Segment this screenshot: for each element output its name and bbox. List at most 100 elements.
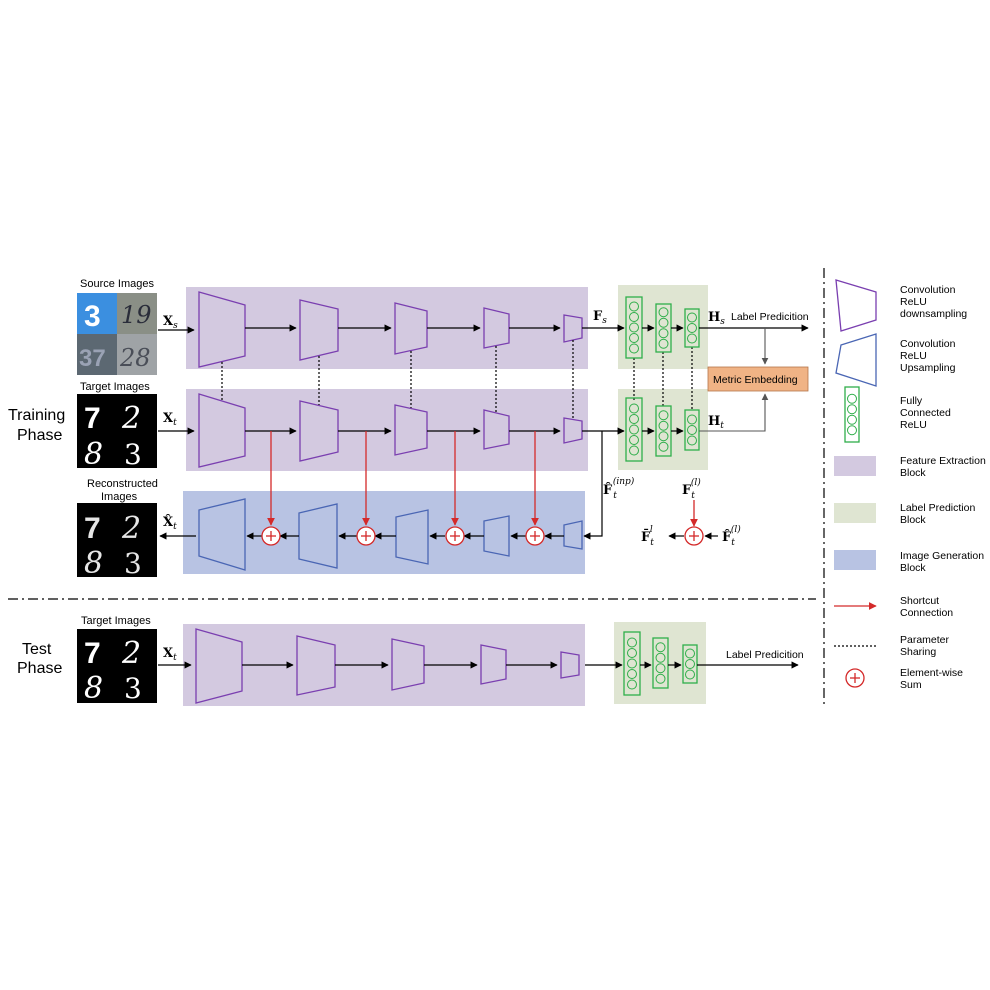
ft-hat-l-symbol: F̂t(l) bbox=[722, 524, 741, 548]
conv-down-block bbox=[299, 400, 339, 462]
neuron-circle bbox=[687, 435, 697, 446]
neuron-circle bbox=[658, 338, 669, 349]
source-images: 3 19 37 28 bbox=[77, 293, 157, 375]
reconstructed-images-label: Reconstructed bbox=[87, 478, 158, 490]
target-digit: 2 bbox=[121, 401, 141, 436]
legend-shortcut-text: Connection bbox=[900, 607, 953, 619]
neuron-circle bbox=[629, 424, 639, 435]
fs-symbol: Fs bbox=[593, 309, 607, 326]
neuron-circle bbox=[627, 637, 637, 648]
fc-neurons bbox=[627, 301, 857, 690]
legend-sharing-text: Sharing bbox=[900, 646, 936, 658]
sum-node bbox=[445, 526, 465, 546]
neuron-circle bbox=[655, 652, 666, 663]
conv-down-block bbox=[560, 651, 580, 679]
conv-up-block bbox=[395, 509, 429, 565]
ft-bar-symbol: F̄tl bbox=[641, 525, 654, 548]
legend-feature-text: Block bbox=[900, 467, 926, 479]
neuron-circle bbox=[847, 404, 857, 415]
legend-conv-up-text: ReLU bbox=[900, 350, 927, 362]
legend-conv-down-text: downsampling bbox=[900, 308, 967, 320]
test-xt-symbol: Xt bbox=[163, 646, 177, 663]
legend-conv-up-icon bbox=[835, 333, 877, 387]
shortcut-connections bbox=[267, 431, 539, 526]
feature-block-target bbox=[186, 389, 588, 471]
legend-gen-swatch bbox=[834, 550, 876, 570]
label-prediction-text: Label Predicition bbox=[731, 311, 809, 323]
neuron-circle bbox=[658, 410, 669, 421]
neuron-circle bbox=[627, 669, 637, 679]
conv-down-block bbox=[483, 307, 510, 349]
training-phase-label-2: Phase bbox=[17, 427, 62, 444]
legend-sum-text: Sum bbox=[900, 679, 922, 691]
sum-node bbox=[356, 526, 376, 546]
metric-embedding-box bbox=[707, 366, 809, 392]
element-wise-sums bbox=[261, 526, 545, 546]
neuron-circle bbox=[629, 435, 639, 445]
legend-sum-icon bbox=[845, 668, 865, 688]
legend-label-swatch bbox=[834, 503, 876, 523]
conv-down-block bbox=[296, 635, 336, 696]
source-digit: 37 bbox=[79, 345, 106, 372]
neuron-circle bbox=[687, 414, 697, 425]
recon-digit: 3 bbox=[124, 547, 142, 580]
legend-fc-text: ReLU bbox=[900, 419, 927, 431]
neuron-circle bbox=[658, 317, 669, 328]
legend-sum-text: Element-wise bbox=[900, 667, 963, 679]
legend-conv-up-text: Convolution bbox=[900, 338, 956, 350]
legend-conv-down-text: Convolution bbox=[900, 284, 956, 296]
fc-layer bbox=[625, 397, 643, 462]
neuron-circle bbox=[629, 301, 639, 312]
neuron-circle bbox=[627, 658, 637, 669]
legend-label-text: Block bbox=[900, 514, 926, 526]
sum-illustration bbox=[684, 526, 704, 546]
test-digit: 3 bbox=[124, 672, 142, 705]
conv-down-block bbox=[563, 417, 583, 444]
neuron-circle bbox=[687, 323, 697, 333]
conv-up-block bbox=[298, 503, 338, 569]
fc-layer bbox=[682, 644, 698, 684]
neuron-circle bbox=[658, 431, 669, 442]
metric-embedding-label: Metric Embedding bbox=[713, 374, 798, 386]
conv-down-block bbox=[198, 291, 246, 368]
ht-symbol: Ht bbox=[708, 414, 724, 431]
legend-fc-icon bbox=[844, 386, 860, 443]
test-phase-label-2: Phase bbox=[17, 660, 62, 677]
target-digit: 3 bbox=[124, 438, 142, 471]
ft-inp-symbol: F̂t(inp) bbox=[603, 476, 635, 501]
neuron-circle bbox=[629, 414, 639, 424]
neuron-circle bbox=[629, 312, 639, 322]
target-digit: 8 bbox=[84, 437, 103, 472]
source-digit: 19 bbox=[121, 301, 152, 329]
legend: Convolution ReLU downsampling Convolutio… bbox=[834, 279, 986, 691]
target-images-label: Target Images bbox=[80, 381, 150, 393]
neuron-circle bbox=[685, 669, 695, 680]
neuron-circle bbox=[655, 663, 666, 674]
parameter-sharing-lines bbox=[221, 340, 693, 419]
neuron-circle bbox=[847, 425, 857, 436]
sum-node bbox=[261, 526, 281, 546]
neuron-circle bbox=[629, 445, 639, 456]
neuron-circle bbox=[685, 659, 695, 669]
test-phase-label: Test bbox=[22, 641, 52, 658]
legend-fc-text: Fully bbox=[900, 395, 923, 407]
conv-down-block bbox=[391, 638, 425, 691]
test-target-images-label: Target Images bbox=[81, 615, 151, 627]
conv-down-block bbox=[195, 628, 243, 704]
legend-gen-text: Block bbox=[900, 562, 926, 574]
neuron-circle bbox=[658, 328, 669, 339]
neuron-circle bbox=[658, 307, 669, 318]
conv-up-block bbox=[198, 498, 246, 571]
test-digit: 2 bbox=[121, 636, 141, 671]
training-phase-label: Training bbox=[8, 407, 65, 424]
conv-down-block bbox=[394, 404, 428, 456]
target-encoder bbox=[198, 393, 583, 468]
neuron-circle bbox=[658, 441, 669, 452]
test-digit: 8 bbox=[84, 671, 103, 706]
legend-conv-down-text: ReLU bbox=[900, 296, 927, 308]
conv-down-block bbox=[483, 409, 510, 450]
neuron-circle bbox=[685, 648, 695, 659]
neuron-circle bbox=[629, 343, 639, 354]
reconstructed-images-label-2: Images bbox=[101, 491, 138, 503]
neuron-circle bbox=[847, 393, 857, 404]
